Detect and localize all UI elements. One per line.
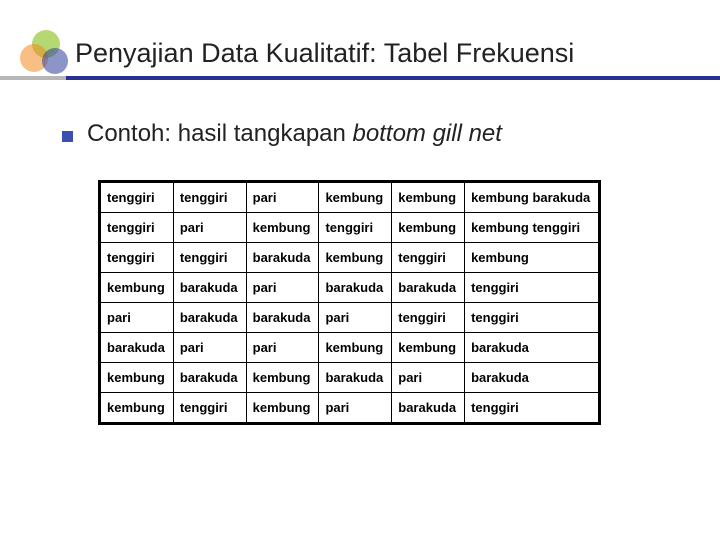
table-cell: kembung: [392, 183, 465, 213]
table-cell: tenggiri: [465, 303, 599, 333]
table-cell: barakuda: [392, 273, 465, 303]
table-cell: kembung: [465, 243, 599, 273]
table-row: tenggiritenggiribarakudakembungtenggirik…: [101, 243, 599, 273]
table-cell: kembung: [319, 183, 392, 213]
table-cell: barakuda: [465, 333, 599, 363]
table-cell: tenggiri: [173, 243, 246, 273]
table-cell: tenggiri: [173, 393, 246, 423]
table-cell: kembung: [101, 363, 174, 393]
table-cell: kembung: [101, 273, 174, 303]
table-cell: barakuda: [173, 303, 246, 333]
table-cell: barakuda: [101, 333, 174, 363]
table-cell: tenggiri: [465, 273, 599, 303]
table-row: tenggiritenggiriparikembungkembungkembun…: [101, 183, 599, 213]
subtitle-italic: bottom gill net: [353, 120, 502, 147]
table-cell: tenggiri: [101, 243, 174, 273]
table-cell: kembung barakuda: [465, 183, 599, 213]
bullet-square-icon: [62, 131, 73, 142]
table-cell: tenggiri: [392, 243, 465, 273]
table-cell: barakuda: [246, 303, 319, 333]
table-cell: kembung: [246, 213, 319, 243]
table-cell: barakuda: [319, 363, 392, 393]
table-cell: tenggiri: [465, 393, 599, 423]
table-cell: pari: [246, 273, 319, 303]
table-cell: pari: [392, 363, 465, 393]
table-cell: tenggiri: [101, 183, 174, 213]
title-underline: [0, 76, 720, 80]
table-row: kembungbarakudakembungbarakudaparibaraku…: [101, 363, 599, 393]
table-cell: pari: [319, 393, 392, 423]
subtitle-text: Contoh: hasil tangkapan bottom gill net: [87, 120, 502, 148]
table-cell: kembung: [392, 213, 465, 243]
table-cell: pari: [173, 213, 246, 243]
table-cell: barakuda: [319, 273, 392, 303]
data-table: tenggiritenggiriparikembungkembungkembun…: [100, 182, 599, 423]
table-cell: kembung: [246, 363, 319, 393]
table-cell: pari: [173, 333, 246, 363]
subtitle-prefix: Contoh: hasil tangkapan: [87, 120, 353, 147]
data-table-body: tenggiritenggiriparikembungkembungkembun…: [101, 183, 599, 423]
table-cell: barakuda: [392, 393, 465, 423]
table-row: barakudapariparikembungkembungbarakuda: [101, 333, 599, 363]
table-row: kembungbarakudaparibarakudabarakudatengg…: [101, 273, 599, 303]
data-table-wrap: tenggiritenggiriparikembungkembungkembun…: [98, 180, 601, 425]
slide-logo: [20, 30, 70, 80]
table-cell: kembung: [101, 393, 174, 423]
table-row: kembungtenggirikembungparibarakudatenggi…: [101, 393, 599, 423]
table-row: tenggiriparikembungtenggirikembungkembun…: [101, 213, 599, 243]
table-cell: pari: [246, 183, 319, 213]
table-cell: tenggiri: [101, 213, 174, 243]
subtitle-row: Contoh: hasil tangkapan bottom gill net: [62, 120, 502, 148]
table-cell: barakuda: [246, 243, 319, 273]
table-cell: barakuda: [173, 273, 246, 303]
table-cell: tenggiri: [319, 213, 392, 243]
table-cell: kembung: [246, 393, 319, 423]
table-cell: barakuda: [465, 363, 599, 393]
table-cell: barakuda: [173, 363, 246, 393]
slide-title: Penyajian Data Kualitatif: Tabel Frekuen…: [75, 38, 574, 69]
table-cell: tenggiri: [392, 303, 465, 333]
table-cell: pari: [101, 303, 174, 333]
table-cell: kembung: [319, 333, 392, 363]
table-row: paribarakudabarakudaparitenggiritenggiri: [101, 303, 599, 333]
table-cell: kembung: [319, 243, 392, 273]
table-cell: kembung tenggiri: [465, 213, 599, 243]
table-cell: pari: [246, 333, 319, 363]
logo-circle-blue: [42, 48, 68, 74]
table-cell: tenggiri: [173, 183, 246, 213]
table-cell: pari: [319, 303, 392, 333]
table-cell: kembung: [392, 333, 465, 363]
